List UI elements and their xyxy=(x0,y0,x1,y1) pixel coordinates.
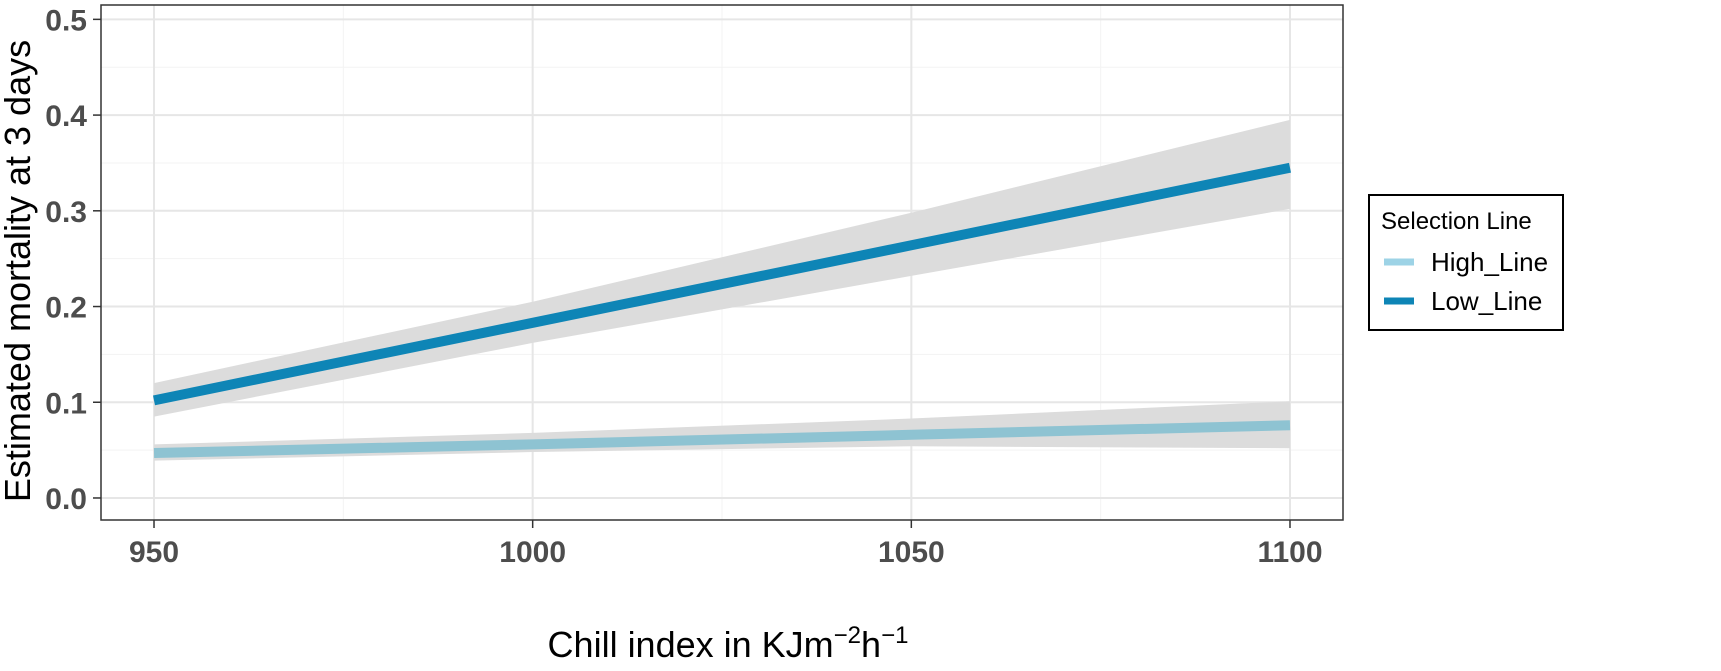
y-axis: 0.0 0.1 0.2 0.3 0.4 0.5 xyxy=(45,4,101,516)
x-tick-label: 1000 xyxy=(499,536,566,569)
legend-title: Selection Line xyxy=(1381,208,1532,235)
y-tick-label: 0.0 xyxy=(45,483,87,516)
y-tick-label: 0.5 xyxy=(45,4,87,37)
x-tick-label: 950 xyxy=(129,536,179,569)
legend-label-high-line: High_Line xyxy=(1431,247,1548,277)
grid xyxy=(101,5,1343,520)
x-axis-title: Chill index in KJm−2h−1 xyxy=(548,622,909,665)
legend-box xyxy=(1368,194,1564,331)
legend: Selection Line High_Line Low_Line xyxy=(1368,194,1564,331)
plot-panel-border xyxy=(100,4,1344,521)
y-axis-title: Estimated mortality at 3 days xyxy=(0,40,38,502)
y-tick-label: 0.3 xyxy=(45,196,87,229)
y-tick-label: 0.1 xyxy=(45,387,87,420)
series-line-low-line xyxy=(153,162,1291,406)
series-line-high-line xyxy=(153,420,1291,458)
x-tick-label: 1050 xyxy=(878,536,945,569)
y-tick-label: 0.4 xyxy=(45,100,87,133)
y-tick-label: 0.2 xyxy=(45,292,87,325)
x-axis: 950 1000 1050 1100 xyxy=(129,520,1323,569)
x-tick-label: 1100 xyxy=(1257,536,1322,569)
legend-label-low-line: Low_Line xyxy=(1431,286,1542,316)
series-lines xyxy=(153,162,1291,458)
